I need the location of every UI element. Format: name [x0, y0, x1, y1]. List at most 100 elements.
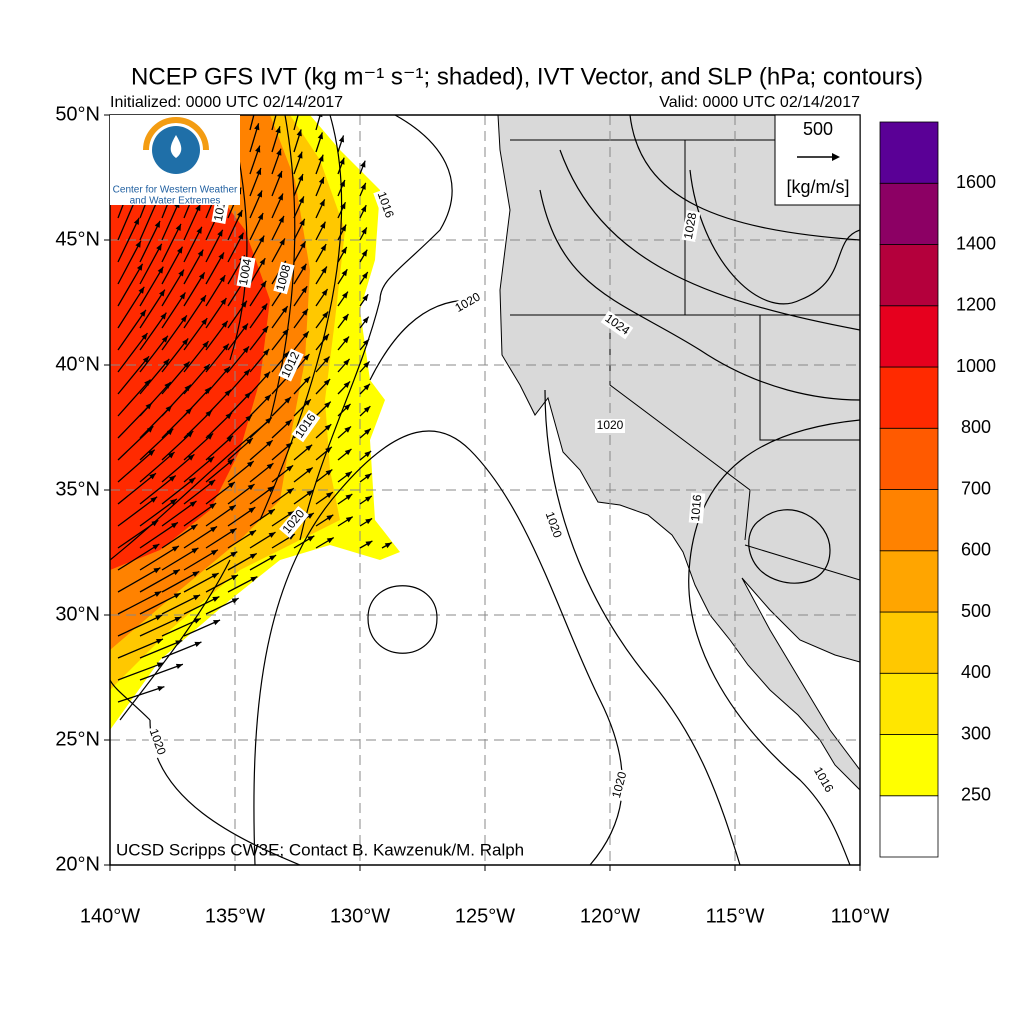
vector	[117, 543, 160, 571]
colorbar-label: 700	[961, 478, 991, 498]
vector	[161, 430, 194, 461]
vector-head	[306, 490, 314, 497]
vector	[183, 456, 215, 483]
vector-head	[342, 336, 350, 344]
vector-head	[230, 551, 238, 558]
vector	[161, 453, 195, 483]
colorbar-box	[879, 489, 939, 552]
colorbar-box	[879, 366, 939, 429]
vector-head	[223, 366, 230, 374]
vector-head	[153, 567, 161, 574]
vector-head	[175, 640, 183, 646]
vector-head	[319, 199, 325, 207]
vector-head	[363, 361, 370, 368]
vector-head	[317, 115, 323, 118]
vector	[161, 338, 189, 373]
vector-head	[256, 168, 262, 176]
vector-head	[345, 471, 352, 478]
vector-head	[135, 240, 141, 248]
lat-label: 50°N	[55, 103, 100, 125]
colorbar-box	[879, 305, 939, 368]
contour-label: 1020	[145, 725, 169, 759]
vector-head	[186, 431, 194, 438]
vector	[117, 263, 144, 307]
slp-contours	[110, 115, 860, 865]
logo-drop	[170, 135, 182, 158]
vector	[161, 361, 191, 395]
vector-head	[276, 148, 282, 156]
contour-label-bg	[541, 508, 565, 542]
vector-head	[229, 528, 237, 535]
vector-head	[318, 154, 324, 162]
contour-label-text: 1020	[609, 770, 630, 800]
vector-head	[364, 428, 371, 435]
vector-head	[219, 275, 226, 283]
vector-head	[183, 361, 190, 369]
lon-label: 120°W	[580, 905, 640, 927]
vector	[117, 425, 154, 461]
vector-legend-units: [kg/m/s]	[786, 177, 849, 197]
vector-head	[321, 288, 328, 296]
vector-head	[345, 494, 353, 500]
vector	[161, 641, 202, 659]
vector-head	[284, 396, 291, 404]
colorbar-box	[879, 550, 939, 613]
colorbar-label: 800	[961, 417, 991, 437]
vector-head	[363, 406, 371, 413]
vector-head	[244, 392, 251, 399]
vector-head	[326, 514, 334, 521]
vector-head	[138, 286, 145, 294]
vector-head	[231, 598, 239, 604]
vector-head	[228, 505, 236, 512]
vector-head	[188, 477, 196, 484]
vector	[161, 477, 196, 505]
vector	[161, 246, 184, 285]
vector	[161, 407, 193, 439]
vector	[139, 428, 174, 461]
vector-head	[341, 291, 348, 299]
vector-head	[264, 394, 271, 402]
vector	[139, 197, 159, 241]
vector-head	[269, 555, 277, 561]
ivt-800	[110, 170, 270, 570]
map-area: 1004 1008 1012 1016 1020 1016 1020 1020 1024 1028…	[110, 115, 860, 865]
vector-head	[174, 616, 182, 623]
vector-legend: 500 [kg/m/s]	[774, 114, 861, 206]
vector	[117, 638, 164, 659]
vector-head	[187, 454, 195, 461]
vector	[183, 549, 219, 571]
vector-head	[267, 486, 275, 493]
vector-head	[209, 503, 217, 510]
vector-head	[171, 522, 178, 529]
vector	[139, 243, 163, 285]
vector	[117, 286, 145, 329]
contour-label-text: 1004	[236, 257, 254, 286]
vector-head	[362, 316, 369, 324]
vector-head	[262, 348, 270, 356]
vector	[139, 358, 170, 395]
vector	[139, 289, 166, 329]
vector-head	[297, 151, 303, 159]
vector-head	[340, 202, 346, 210]
vector	[161, 617, 202, 637]
vector	[139, 474, 177, 505]
vector-head	[286, 488, 294, 495]
vector	[139, 521, 179, 549]
vector-head	[240, 300, 247, 308]
vector-legend-box	[774, 114, 861, 206]
vector	[161, 547, 199, 571]
vector-head	[175, 223, 181, 231]
vector	[161, 523, 198, 549]
colorbar-label: 1600	[956, 172, 996, 192]
vector-head	[277, 193, 283, 201]
vector-head	[155, 615, 163, 621]
lat-label: 45°N	[55, 228, 100, 250]
vector-head	[305, 444, 313, 451]
vector-head	[171, 545, 179, 552]
contour-label: 1004	[236, 256, 256, 288]
vector-head	[178, 269, 184, 277]
vector-head	[148, 449, 155, 457]
vector-head	[301, 308, 308, 316]
lat-label: 30°N	[55, 603, 100, 625]
contour-label-bg	[609, 768, 631, 802]
